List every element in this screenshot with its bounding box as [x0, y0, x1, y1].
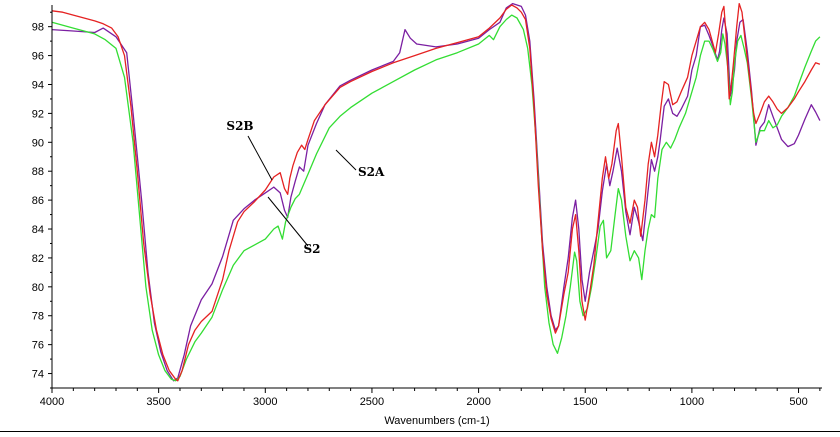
- y-tick-label: 84: [32, 224, 44, 236]
- y-tick-label: 96: [32, 51, 44, 63]
- annotation-s2a: S2A: [358, 165, 385, 179]
- x-tick-label: 500: [789, 396, 807, 408]
- annotation-s2: S2: [303, 242, 320, 256]
- x-axis: 4000 3500 3000 2500 2000 1500 1000 500: [40, 387, 822, 408]
- bottom-rule: [0, 431, 840, 432]
- series-line-s2b: [51, 2, 821, 382]
- x-tick-label: 3500: [146, 396, 170, 408]
- y-tick-label: 76: [32, 340, 44, 352]
- series-line-s2: [51, 2, 821, 382]
- x-tick-label: 2500: [360, 396, 384, 408]
- plot-area: [51, 2, 821, 382]
- y-axis: 74 76 78 80 82 84 86 88 90 92 94 96 98: [32, 5, 53, 389]
- annotation-s2b: S2B: [226, 119, 253, 133]
- y-tick-label: 90: [32, 137, 44, 149]
- annotation-leader: [267, 196, 309, 247]
- y-tick-label: 80: [32, 282, 44, 294]
- y-tick-label: 86: [32, 195, 44, 207]
- x-axis-title: Wavenumbers (cm-1): [384, 415, 489, 427]
- x-tick-label: 3000: [253, 396, 277, 408]
- annotation-leader: [335, 149, 357, 171]
- series-line-s2a: [51, 14, 821, 382]
- y-tick-label: 92: [32, 108, 44, 120]
- annotations: S2B S2A S2: [226, 119, 385, 256]
- annotation-leader: [247, 135, 273, 181]
- y-tick-label: 88: [32, 166, 44, 178]
- y-tick-label: 74: [32, 369, 44, 381]
- y-tick-label: 94: [32, 79, 44, 91]
- x-tick-label: 4000: [40, 396, 64, 408]
- y-tick-label: 98: [32, 22, 44, 34]
- x-tick-label: 2000: [466, 396, 490, 408]
- x-tick-label: 1500: [573, 396, 597, 408]
- x-tick-label: 1000: [680, 396, 704, 408]
- y-tick-label: 82: [32, 253, 44, 265]
- y-tick-label: 78: [32, 311, 44, 323]
